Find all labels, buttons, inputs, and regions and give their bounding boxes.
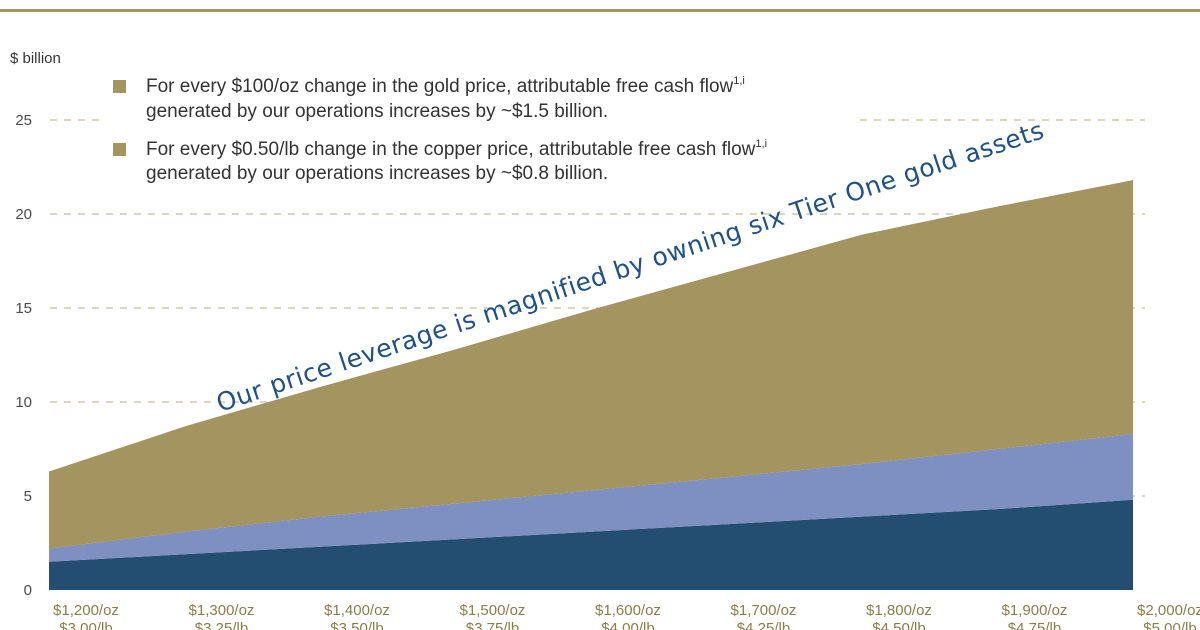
legend-swatch-copper: [113, 143, 126, 156]
y-tick-label: 20: [15, 206, 32, 223]
x-axis-ticks: $1,200/oz$3.00/lb $1,300/oz$3.25/lb $1,400…: [53, 602, 1200, 630]
legend-item-copper-line1: For every $0.50/lb change in the copper …: [146, 138, 767, 160]
x-tick-label-gold: $1,800/oz: [866, 602, 932, 619]
legend-swatch-gold: [113, 80, 126, 93]
y-tick-label: 15: [15, 300, 32, 317]
x-tick-label-copper: $4.75/lb: [1008, 620, 1061, 630]
x-tick-label-copper: $3.50/lb: [330, 620, 383, 630]
area-series-3: [49, 180, 1133, 549]
legend-item-gold-line1: For every $100/oz change in the gold pri…: [146, 75, 745, 97]
area-series-1: [49, 499, 1133, 590]
x-tick-label-copper: $4.00/lb: [601, 620, 654, 630]
x-tick-label-gold: $1,300/oz: [189, 602, 255, 619]
legend-item-gold-line2: generated by our operations increases by…: [146, 101, 608, 122]
x-tick-label-copper: $4.25/lb: [737, 620, 790, 630]
x-tick-label-gold: $1,600/oz: [595, 602, 661, 619]
y-axis-unit-label: $ billion: [10, 50, 61, 67]
x-tick-label-gold: $2,000/oz: [1137, 602, 1200, 619]
x-tick-label-gold: $1,700/oz: [731, 602, 797, 619]
y-axis-ticks: 0 5 10 15 20 25: [15, 112, 32, 599]
x-tick-label-copper: $4.50/lb: [872, 620, 925, 630]
area-series: [49, 180, 1133, 590]
x-tick-label-copper: $3.25/lb: [195, 620, 248, 630]
y-tick-label: 25: [15, 112, 32, 129]
x-tick-label-copper: $3.00/lb: [59, 620, 112, 630]
top-rule: [0, 9, 1200, 12]
x-tick-label-copper: $5.00/lb: [1143, 620, 1196, 630]
x-tick-label-gold: $1,200/oz: [53, 602, 119, 619]
area-series-2: [49, 433, 1133, 562]
y-tick-label: 5: [24, 488, 32, 505]
y-tick-label: 10: [15, 394, 32, 411]
x-tick-label-gold: $1,500/oz: [460, 602, 526, 619]
x-tick-label-copper: $3.75/lb: [466, 620, 519, 630]
y-tick-label: 0: [24, 582, 32, 599]
x-tick-label-gold: $1,900/oz: [1002, 602, 1068, 619]
x-tick-label-gold: $1,400/oz: [324, 602, 390, 619]
legend: For every $100/oz change in the gold pri…: [113, 75, 767, 184]
legend-item-copper-line2: generated by our operations increases by…: [146, 163, 608, 184]
